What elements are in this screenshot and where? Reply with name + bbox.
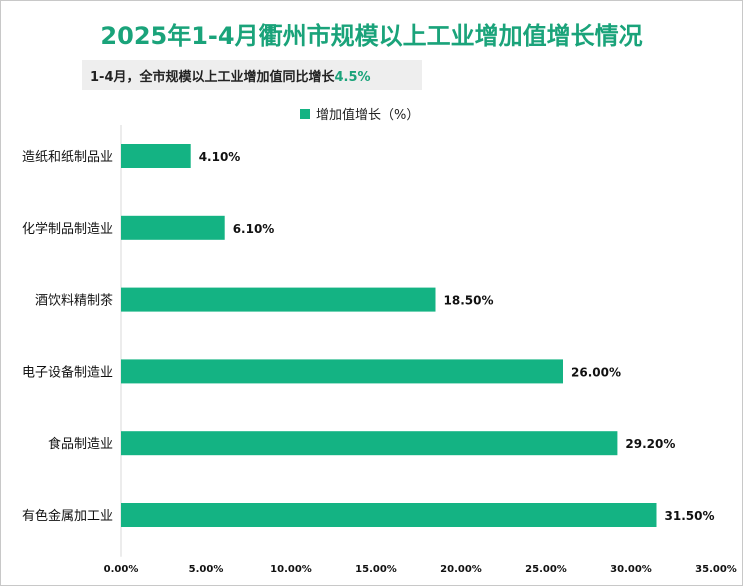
x-tick-label: 30.00% <box>610 564 652 575</box>
subtitle: 1-4月，全市规模以上工业增加值同比增长4.5% <box>90 66 371 85</box>
value-label: 18.50% <box>444 294 494 308</box>
x-tick-label: 5.00% <box>189 564 224 575</box>
bar <box>121 215 225 240</box>
legend: 增加值增长（%） <box>300 104 419 123</box>
subtitle-value: 4.5% <box>334 70 371 85</box>
x-tick-label: 10.00% <box>270 564 312 575</box>
category-label: 食品制造业 <box>48 436 113 452</box>
value-label: 26.00% <box>571 365 621 379</box>
category-label: 酒饮料精制茶 <box>35 293 113 309</box>
value-label: 4.10% <box>199 150 241 164</box>
value-label: 31.50% <box>665 509 715 523</box>
legend-swatch <box>300 108 310 119</box>
subtitle-box <box>82 60 422 90</box>
x-tick-label: 35.00% <box>695 564 737 575</box>
bar <box>121 503 657 527</box>
bar <box>121 359 563 384</box>
value-label: 6.10% <box>233 222 275 236</box>
subtitle-text: 1-4月，全市规模以上工业增加值同比增长 <box>90 70 335 85</box>
x-tick-label: 0.00% <box>104 564 139 575</box>
x-tick-label: 15.00% <box>355 564 397 575</box>
legend-label: 增加值增长（%） <box>316 108 420 123</box>
x-tick-label: 20.00% <box>440 564 482 575</box>
category-label: 化学制品制造业 <box>22 221 113 237</box>
bar <box>121 431 618 456</box>
category-label: 造纸和纸制品业 <box>22 150 113 165</box>
chart-title: 2025年1-4月衢州市规模以上工业增加值增长情况 <box>100 22 643 50</box>
category-label: 有色金属加工业 <box>22 508 113 524</box>
bar <box>121 287 436 312</box>
x-tick-label: 25.00% <box>525 564 567 575</box>
category-label: 电子设备制造业 <box>22 364 113 380</box>
bar <box>121 144 191 168</box>
value-label: 29.20% <box>625 437 675 451</box>
